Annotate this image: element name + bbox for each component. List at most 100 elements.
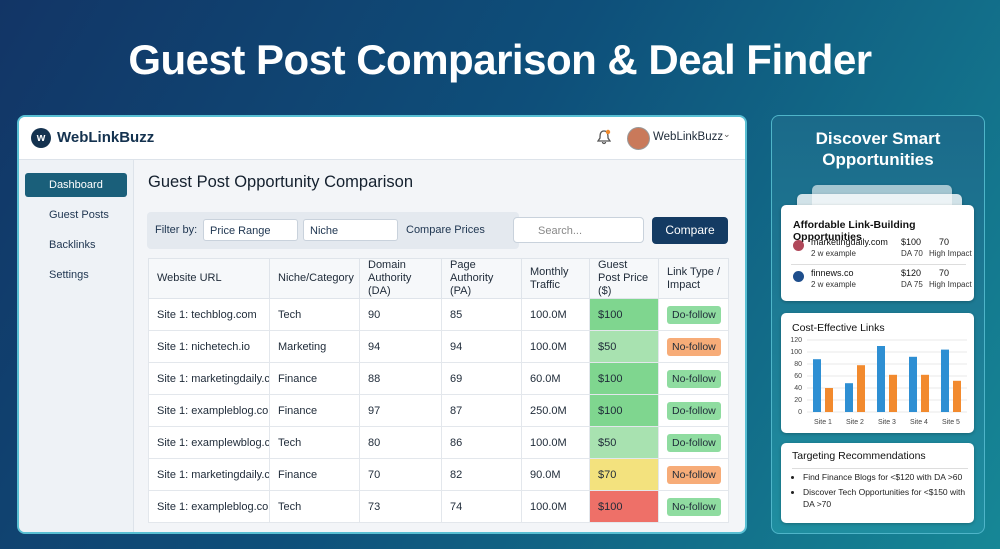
table-cell: Marketing — [269, 330, 360, 363]
table-cell: Site 1: nichetech.io — [148, 330, 270, 363]
page-title: Guest Post Comparison & Deal Finder — [128, 36, 872, 83]
price-cell: $100 — [589, 362, 659, 395]
affordable-card: Affordable Link-Building Opportunities m… — [781, 205, 974, 301]
x-tick-label: Site 2 — [846, 419, 864, 426]
table-cell: Site 1: examplewblog.com — [148, 426, 270, 459]
table-cell: Finance — [269, 458, 360, 491]
app-header: w WebLinkBuzz WebLinkBuzz ⌄ — [19, 117, 745, 160]
table-cell: 97 — [359, 394, 442, 427]
bar — [825, 388, 833, 412]
table-row: Site 1: marketingdaily.comFinance708290.… — [148, 458, 729, 491]
search-input[interactable]: Search... — [513, 217, 644, 243]
table-cell: 74 — [441, 490, 522, 523]
table-cell: Site 1: techblog.com — [148, 298, 270, 331]
price-cell: $100 — [589, 490, 659, 523]
link-cell: No-follow — [658, 490, 729, 523]
column-header: Domain Authority (DA) — [359, 258, 442, 299]
site-score: 70 — [939, 237, 950, 247]
bar — [857, 365, 865, 412]
link-badge: Do-follow — [667, 305, 721, 324]
dropdown-caret[interactable]: ⌄ — [723, 129, 731, 139]
table-cell: 70 — [359, 458, 442, 491]
link-cell: No-follow — [658, 362, 729, 395]
table-cell: 87 — [441, 394, 522, 427]
app-window: w WebLinkBuzz WebLinkBuzz ⌄ Dashboard Gu… — [17, 115, 747, 534]
niche-select[interactable]: Niche — [303, 219, 398, 241]
content-title: Guest Post Opportunity Comparison — [148, 173, 414, 191]
table-body: Site 1: techblog.com Tech 90 85 100.0M $100 Do… — [148, 298, 729, 523]
link-cell: No-follow — [658, 330, 729, 363]
link-badge: No-follow — [667, 497, 721, 516]
y-tick-label: 0 — [798, 409, 802, 416]
table-cell: 100.0M — [521, 490, 590, 523]
column-header: Monthly Traffic — [521, 258, 590, 299]
table-cell: 90 — [359, 298, 442, 331]
bar — [909, 356, 917, 412]
side-panel: Discover Smart Opportunities Affordable … — [771, 115, 985, 534]
link-cell: Do-follow — [658, 426, 729, 459]
table-cell: Site 1: exampleblog.com — [148, 490, 270, 523]
panel-title: Discover Smart Opportunities — [815, 129, 941, 169]
table-cell: 250.0M — [521, 394, 590, 427]
link-badge: No-follow — [667, 465, 721, 484]
price-cell: $100 — [589, 298, 659, 331]
user-name[interactable]: WebLinkBuzz — [653, 131, 724, 143]
bar — [921, 374, 929, 412]
divider — [791, 264, 966, 265]
card-title: Affordable Link-Building Opportunities — [793, 219, 916, 243]
site-sub: 2 w example — [811, 280, 856, 289]
bar — [941, 349, 949, 412]
bar — [813, 359, 821, 412]
logo: w — [31, 128, 51, 148]
card-title: Targeting Recommendations — [792, 450, 926, 462]
table-cell: 90.0M — [521, 458, 590, 491]
table-cell: Site 1: marketingdaily.com — [148, 362, 270, 395]
price-select[interactable]: Price Range — [203, 219, 298, 241]
bar — [877, 346, 885, 412]
table-cell: Site 1: marketingdaily.com — [148, 458, 270, 491]
table-cell: Tech — [269, 490, 360, 523]
table-cell: 86 — [441, 426, 522, 459]
compare-button[interactable]: Compare — [652, 217, 728, 244]
link-cell: No-follow — [658, 458, 729, 491]
site-impact: High Impact — [929, 280, 972, 289]
chart: 0 20 40 60 80 100 120 Site 1 Site 2 Site 3 Site 4 S… — [790, 337, 967, 426]
recommendation-list: Find Finance Blogs for <$120 with DA >60… — [781, 471, 973, 513]
table-row: Site 1: marketingdaily.comFinance886960.… — [148, 362, 729, 395]
avatar[interactable] — [627, 127, 650, 150]
price-cell: $50 — [589, 330, 659, 363]
nav-item[interactable]: Settings — [49, 269, 89, 281]
site-name: finnews.co — [811, 268, 854, 278]
nav-item[interactable]: Dashboard — [25, 173, 127, 197]
site-icon — [793, 240, 804, 251]
recommendation: Discover Tech Opportunities for <$150 wi… — [803, 486, 973, 510]
nav-item[interactable]: Backlinks — [49, 239, 96, 251]
bar — [845, 383, 853, 412]
y-tick-label: 120 — [790, 337, 802, 344]
site-da: DA 75 — [901, 280, 923, 289]
bell-icon[interactable] — [597, 129, 611, 145]
table-row: Site 1: nichetech.io Marketing 94 94 100.0M $… — [148, 330, 729, 363]
y-tick-label: 60 — [794, 373, 802, 380]
table-cell: Tech — [269, 426, 360, 459]
site-name: marketingdaily.com — [811, 237, 888, 247]
y-tick-label: 100 — [790, 349, 802, 356]
header-row: Website URL Niche/Category Domain Authorit… — [148, 258, 729, 299]
table-cell: 82 — [441, 458, 522, 491]
x-tick-label: Site 4 — [910, 419, 928, 426]
column-header: Niche/Category — [269, 258, 360, 299]
table-cell: 85 — [441, 298, 522, 331]
x-tick-label: Site 5 — [942, 419, 960, 426]
compare-prices[interactable]: Compare Prices — [406, 224, 485, 236]
table-cell: 88 — [359, 362, 442, 395]
filter-label: Filter by: — [155, 224, 198, 236]
site-da: DA 70 — [901, 249, 923, 258]
price-cell: $70 — [589, 458, 659, 491]
recommendation: Find Finance Blogs for <$120 with DA >60 — [803, 471, 973, 483]
y-tick-label: 40 — [794, 385, 802, 392]
nav-item[interactable]: Guest Posts — [49, 209, 109, 221]
table-cell: Finance — [269, 362, 360, 395]
comparison-table: Website URL Niche/Category Domain Authorit… — [148, 258, 729, 523]
site-impact: High Impact — [929, 249, 972, 258]
x-tick-label: Site 3 — [878, 419, 896, 426]
